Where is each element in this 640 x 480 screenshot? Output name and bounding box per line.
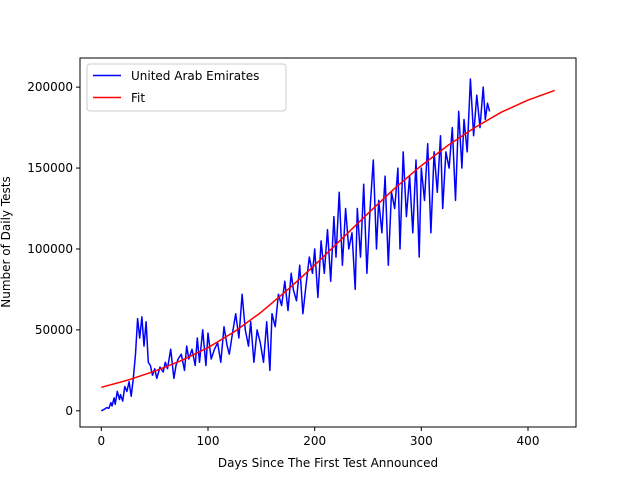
- x-tick-label: 400: [517, 434, 540, 448]
- y-tick-label: 200000: [27, 80, 73, 94]
- x-tick-label: 100: [197, 434, 220, 448]
- series-line-fit: [101, 89, 555, 389]
- x-axis: 0 100 200 300 400: [98, 427, 540, 448]
- plot-lines: [100, 78, 555, 412]
- x-tick-label: 300: [410, 434, 433, 448]
- x-axis-label: Days Since The First Test Announced: [218, 456, 438, 470]
- legend-label-fit: Fit: [131, 91, 145, 105]
- x-tick-label: 0: [98, 434, 106, 448]
- y-tick-label: 50000: [35, 323, 73, 337]
- y-tick-label: 150000: [27, 161, 73, 175]
- x-tick-label: 200: [303, 434, 326, 448]
- y-tick-label: 0: [65, 404, 73, 418]
- series-line-uae: [100, 78, 491, 412]
- y-tick-label: 100000: [27, 242, 73, 256]
- y-axis: 0 50000 100000 150000 200000: [27, 80, 80, 418]
- y-axis-label: Number of Daily Tests: [0, 176, 13, 307]
- legend: United Arab Emirates Fit: [86, 63, 287, 112]
- plot-frame: [79, 57, 577, 428]
- legend-label-uae: United Arab Emirates: [131, 69, 259, 83]
- legend-box: [86, 63, 287, 112]
